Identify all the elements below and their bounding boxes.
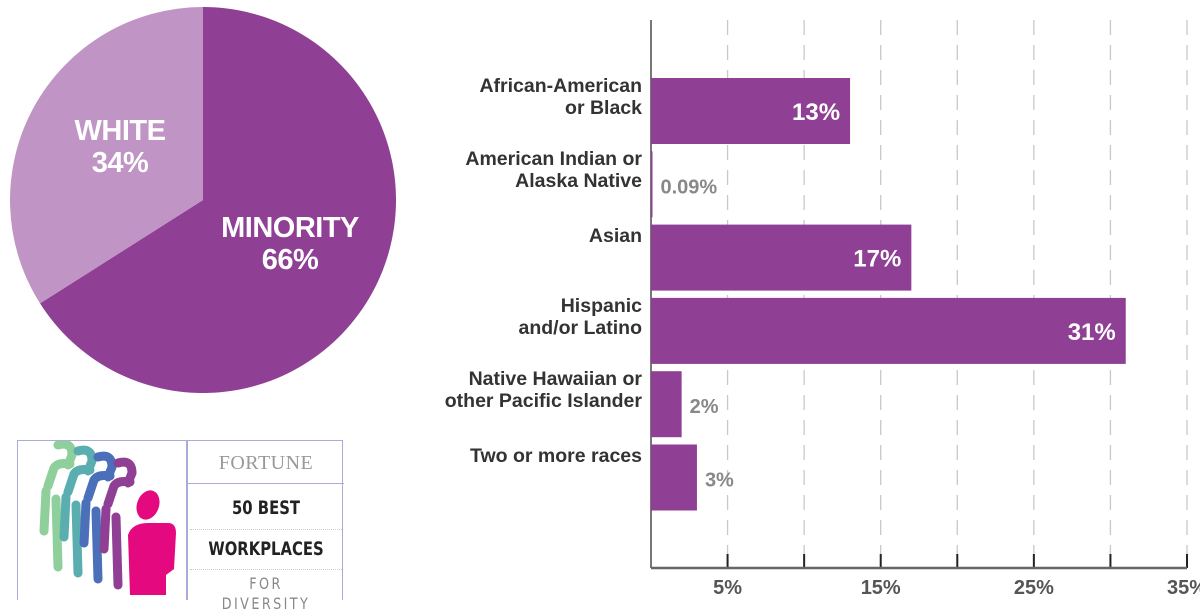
- bar-value-label: 13%: [792, 99, 840, 126]
- badge-divider: [186, 441, 188, 600]
- badge-line2: WORKPLACES: [208, 538, 324, 560]
- category-label: Asian: [382, 225, 642, 247]
- pie-label-white: WHITE 34%: [60, 115, 180, 179]
- pie-chart: [10, 7, 397, 393]
- x-tick-label: 5%: [713, 577, 742, 599]
- category-label-line: or Black: [565, 97, 642, 119]
- category-label-line: Two or more races: [470, 444, 642, 467]
- badge-dotted-divider: [190, 529, 342, 530]
- bar-value-label: 31%: [1068, 319, 1116, 346]
- category-label-line: American Indian or: [465, 148, 642, 171]
- badge-line1: 50 BEST: [231, 497, 300, 519]
- x-tick-label: 35%: [1167, 577, 1200, 599]
- category-label: Native Hawaiian or other Pacific Islander: [382, 368, 642, 412]
- bar-chart: 5% 15% 25% 35% 13% 0.09% 17% 31% 2% 3%: [650, 20, 1200, 599]
- people-figures-icon: [39, 441, 176, 595]
- badge-brand: FORTUNE: [188, 441, 344, 484]
- badge-line3: FOR DIVERSITY: [221, 574, 311, 613]
- category-label-line: Asian: [588, 224, 642, 247]
- pie-label-minority: MINORITY 66%: [210, 212, 370, 276]
- category-label-line: Alaska Native: [515, 170, 642, 193]
- person-figure: [99, 457, 137, 590]
- fortune-badge: FORTUNE 50 BEST WORKPLACES FOR DIVERSITY: [17, 440, 344, 613]
- pie-label-white-value: 34%: [91, 147, 149, 179]
- category-label-line: other Pacific Islander: [444, 390, 642, 413]
- pie-slice-white: [10, 7, 204, 304]
- pie-label-minority-name: MINORITY: [221, 212, 359, 244]
- x-tick-label: 25%: [1014, 577, 1054, 599]
- bar: [651, 151, 653, 218]
- category-label: American Indian or Alaska Native: [382, 148, 642, 192]
- bar: [651, 371, 682, 438]
- category-label-line: Hispanic: [560, 294, 642, 317]
- bar-value-label: 2%: [690, 396, 719, 418]
- person-figure: [59, 445, 97, 578]
- x-tick-label: 15%: [861, 577, 901, 599]
- person-figure: [79, 451, 117, 584]
- category-label-line: and/or Latino: [518, 316, 643, 339]
- bar-value-label: 3%: [705, 470, 734, 492]
- category-label: Hispanic and/or Latino: [382, 294, 643, 339]
- pie-label-white-name: WHITE: [74, 115, 166, 147]
- bar: [651, 444, 697, 511]
- category-label: Two or more races: [382, 445, 642, 467]
- pie-label-minority-value: 66%: [261, 244, 319, 276]
- person-figure-body: [128, 523, 176, 595]
- category-label-line: Native Hawaiian or: [468, 368, 642, 391]
- badge-dotted-divider: [190, 569, 342, 570]
- category-label-line: African-American: [479, 75, 642, 97]
- bar: [651, 78, 851, 144]
- person-figure: [39, 441, 77, 572]
- pie-slice-minority: [40, 7, 397, 393]
- bar-value-label: 17%: [853, 246, 901, 273]
- bar-value-label: 0.09%: [661, 176, 718, 198]
- category-label: African-American or Black: [382, 75, 642, 119]
- bar: [651, 297, 1126, 364]
- person-figure-head: [136, 490, 160, 520]
- bar: [651, 224, 912, 291]
